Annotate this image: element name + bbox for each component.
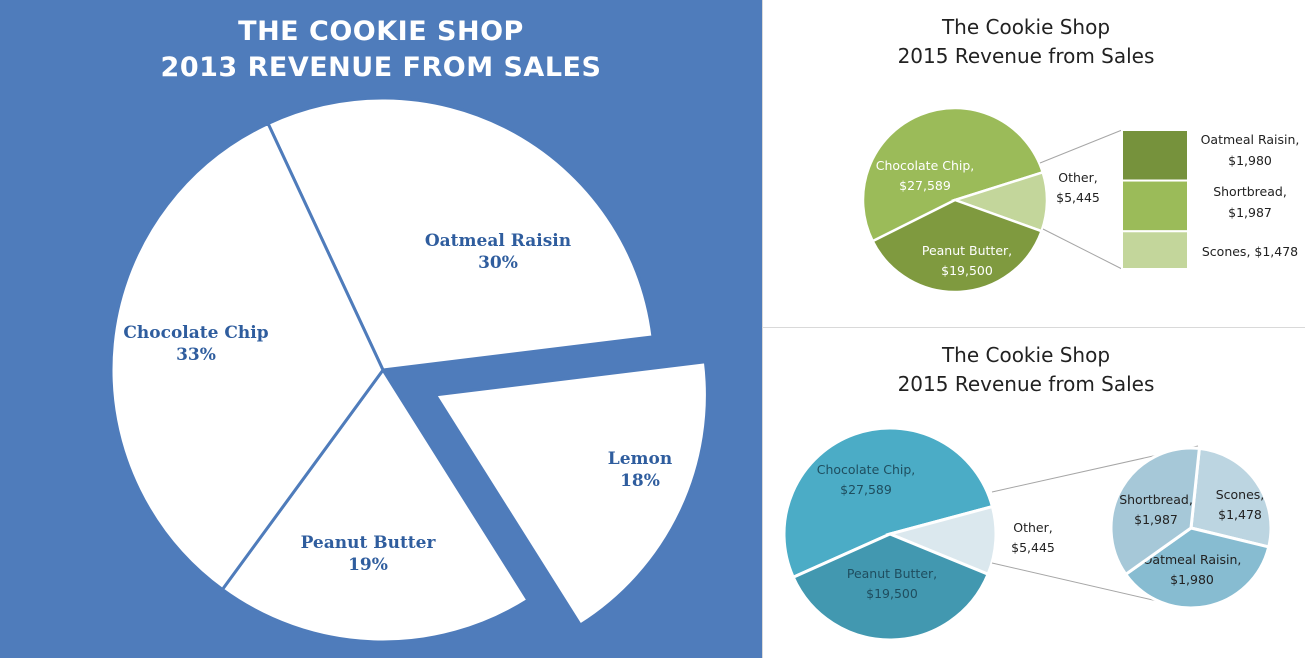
slice-2015-bar-peanut-butter xyxy=(871,198,1044,294)
label-2015-bar-oatmeal-raisin: Oatmeal Raisin, $1,980 xyxy=(1201,132,1300,168)
chart-2013-title-line1: THE COOKIE SHOP xyxy=(238,16,524,47)
label-2015-bar-scones-1-478: Scones, $1,478 xyxy=(1202,244,1298,259)
slice-2013-peanut-butter xyxy=(220,367,531,644)
secondary-slice-2015-oatmeal-raisin xyxy=(1123,526,1271,610)
chart-2015-pie-title-line1: The Cookie Shop xyxy=(941,343,1111,367)
label-2013-oatmeal-raisin: Oatmeal Raisin 30% xyxy=(425,231,571,273)
slice-2013-oatmeal-raisin xyxy=(266,96,655,372)
connector-2015-bar-bottom xyxy=(1042,228,1123,270)
chart-2013-title: THE COOKIE SHOP 2013 REVENUE FROM SALES xyxy=(0,14,762,86)
label-2013-lemon: Lemon 18% xyxy=(608,449,672,491)
label-2015-pie-oatmeal-raisin: Oatmeal Raisin, $1,980 xyxy=(1143,552,1242,587)
label-2015-pie-peanut-butter: Peanut Butter, $19,500 xyxy=(847,566,937,601)
slice-2015-pie-chocolate-chip xyxy=(782,426,995,580)
slice-2015-pie-peanut-butter xyxy=(791,532,991,642)
label-2015-bar-shortbread: Shortbread, $1,987 xyxy=(1213,184,1287,220)
secondary-slice-2015-shortbread xyxy=(1109,446,1202,577)
horizontal-divider xyxy=(763,327,1305,328)
label-2015-pie-other: Other, $5,445 xyxy=(1011,520,1055,555)
label-2015-bar-peanut-butter: Peanut Butter, $19,500 xyxy=(922,243,1012,278)
vertical-divider xyxy=(762,0,763,658)
secondary-slice-2015-scones xyxy=(1189,446,1273,549)
chart-2015-bar-title: The Cookie Shop 2015 Revenue from Sales xyxy=(763,13,1289,71)
label-2013-peanut-butter: Peanut Butter 19% xyxy=(301,533,437,575)
label-2015-pie-shortbread: Shortbread, $1,987 xyxy=(1119,492,1193,527)
bar-segment-2015-shortbread xyxy=(1121,179,1189,233)
slice-2013-chocolate-chip xyxy=(109,121,385,592)
label-2015-pie-chocolate-chip: Chocolate Chip, $27,589 xyxy=(817,462,916,497)
label-2015-pie-scones: Scones, $1,478 xyxy=(1216,487,1265,522)
bar-segment-2015-oatmeal-raisin xyxy=(1121,129,1189,182)
slice-2015-bar-chocolate-chip xyxy=(861,106,1045,243)
chart-2015-bar-title-line1: The Cookie Shop xyxy=(941,15,1111,39)
label-2013-chocolate-chip: Chocolate Chip 33% xyxy=(123,323,268,365)
slice-2013-lemon xyxy=(432,360,709,628)
label-2015-bar-chocolate-chip: Chocolate Chip, $27,589 xyxy=(876,158,975,193)
chart-2013-title-line2: 2013 REVENUE FROM SALES xyxy=(160,52,602,83)
chart-2015-bar-title-line2: 2015 Revenue from Sales xyxy=(897,44,1155,68)
label-2015-bar-other: Other, $5,445 xyxy=(1056,170,1100,205)
connector-2015-bar-top xyxy=(1039,129,1123,164)
bar-segment-2015-scones-1-478 xyxy=(1121,230,1189,271)
connector-2015-pie-bottom xyxy=(991,562,1184,608)
chart-2015-pie-title: The Cookie Shop 2015 Revenue from Sales xyxy=(763,341,1289,399)
chart-2015-pie-title-line2: 2015 Revenue from Sales xyxy=(897,372,1155,396)
